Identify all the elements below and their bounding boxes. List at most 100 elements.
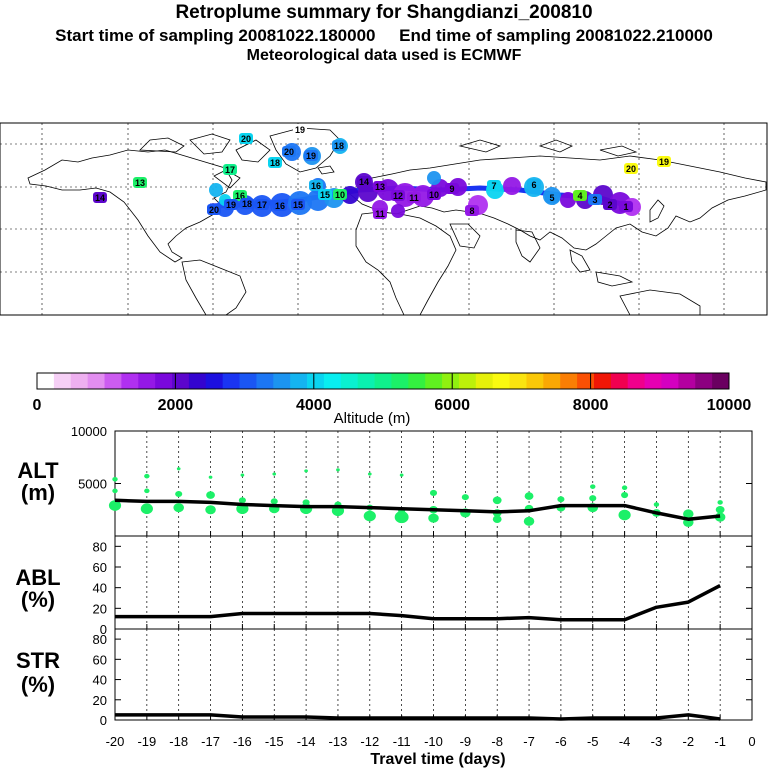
map-day-label: 6 xyxy=(527,179,541,190)
sampling-times: Start time of sampling 20081022.180000 E… xyxy=(55,26,713,45)
map-day-label-text: 20 xyxy=(284,147,294,157)
map-day-label: 12 xyxy=(391,190,405,201)
colorbar-swatch xyxy=(610,373,629,389)
map-day-label-text: 15 xyxy=(320,190,330,200)
x-tick-label: -8 xyxy=(491,734,503,749)
x-tick-label: -2 xyxy=(683,734,695,749)
colorbar-swatch xyxy=(391,373,409,389)
x-tick-label: -18 xyxy=(169,734,188,749)
plume-blob xyxy=(209,183,223,197)
map-day-label-text: 11 xyxy=(375,209,385,219)
map-day-label-text: 19 xyxy=(226,200,236,210)
panel-label: ALT xyxy=(17,458,59,483)
colorbar-swatch xyxy=(374,373,392,389)
map-day-label-bg xyxy=(318,189,332,200)
colorbar-swatch xyxy=(222,373,240,389)
scatter-point xyxy=(367,472,372,476)
colorbar-swatch xyxy=(256,373,274,389)
map-day-label: 4 xyxy=(573,190,587,201)
map-day-label-text: 8 xyxy=(469,206,474,216)
map-day-label-bg xyxy=(282,146,296,157)
scatter-point xyxy=(621,492,629,499)
map-day-label-text: 20 xyxy=(241,134,251,144)
colorbar-tick-label: 8000 xyxy=(573,397,609,414)
panel-unit: (%) xyxy=(21,587,55,612)
colorbar-swatch xyxy=(644,373,662,389)
map-day-label-bg xyxy=(93,192,107,203)
colorbar-swatch xyxy=(475,373,494,389)
scatter-point xyxy=(461,494,469,501)
x-tick-label: -9 xyxy=(460,734,472,749)
scatter-point xyxy=(492,515,502,523)
scatter-point xyxy=(238,497,246,504)
map-day-label-text: 19 xyxy=(659,157,669,167)
colorbar-tick-label: 4000 xyxy=(296,397,332,414)
map-day-label-text: 15 xyxy=(293,200,303,210)
map-day-label-text: 18 xyxy=(270,158,280,168)
map-graticule xyxy=(0,123,767,315)
map-day-label: 13 xyxy=(373,181,387,192)
map-day-label-text: 19 xyxy=(295,125,305,135)
map-day-label-bg xyxy=(603,199,617,210)
colorbar-swatch xyxy=(627,373,646,389)
x-tick-label: -3 xyxy=(651,734,663,749)
series-line xyxy=(115,584,721,622)
map-day-label-bg xyxy=(445,183,459,194)
map-day-label: 15 xyxy=(291,199,305,210)
panel-label: ABL xyxy=(15,565,60,590)
met-data-note: Meteorological data used is ECMWF xyxy=(246,47,522,64)
map-day-label: 9 xyxy=(445,183,459,194)
scatter-point xyxy=(589,495,597,502)
map-day-label-bg xyxy=(465,205,479,216)
x-tick-label: -1 xyxy=(714,734,726,749)
colorbar-swatch xyxy=(53,373,72,389)
colorbar-swatch xyxy=(273,373,291,389)
scatter-point xyxy=(523,516,535,526)
scatter-point xyxy=(205,505,216,515)
map-day-label: 16 xyxy=(273,200,287,211)
panel-unit: (%) xyxy=(21,672,55,697)
y-tick-label: 80 xyxy=(93,539,107,554)
map-day-label: 14 xyxy=(357,176,371,187)
x-tick-label: -15 xyxy=(265,734,284,749)
scatter-point xyxy=(399,473,404,477)
map-day-label-text: 9 xyxy=(449,184,454,194)
map-day-label-bg xyxy=(333,189,347,200)
map-day-label: 18 xyxy=(268,157,282,168)
scatter-point xyxy=(108,500,122,511)
x-tick-label: -13 xyxy=(329,734,348,749)
scatter-point xyxy=(270,498,278,505)
plume-blob xyxy=(427,171,441,185)
plume-blob xyxy=(503,177,521,195)
map-day-label-bg xyxy=(207,204,221,215)
scatter-point xyxy=(272,472,277,476)
coastlines xyxy=(27,127,767,316)
map-day-label-bg xyxy=(427,189,441,200)
colorbar-swatch xyxy=(121,373,139,389)
map-day-label-bg xyxy=(391,190,405,201)
map-day-label: 11 xyxy=(373,208,387,219)
colorbar-tick-label: 10000 xyxy=(707,397,752,414)
colorbar-swatch xyxy=(593,373,612,389)
map-day-label-text: 17 xyxy=(225,165,235,175)
scatter-point xyxy=(590,484,596,489)
y-tick-label: 60 xyxy=(93,560,107,575)
x-tick-label: -14 xyxy=(297,734,316,749)
map-day-label-bg xyxy=(332,140,346,151)
x-tick-label: -16 xyxy=(233,734,252,749)
map-day-label: 19 xyxy=(293,124,307,135)
colorbar-label: Altitude (m) xyxy=(334,410,411,427)
y-tick-label: 20 xyxy=(93,693,107,708)
map-day-label: 16 xyxy=(309,180,323,191)
map-day-label-bg xyxy=(309,180,323,191)
x-tick-label: -20 xyxy=(106,734,125,749)
scatter-point xyxy=(653,502,660,507)
map-day-label: 14 xyxy=(93,192,107,203)
colorbar-swatch xyxy=(357,373,375,389)
map-day-label: 18 xyxy=(332,140,346,151)
map-day-label-bg xyxy=(527,179,541,190)
map-day-label-bg xyxy=(373,181,387,192)
